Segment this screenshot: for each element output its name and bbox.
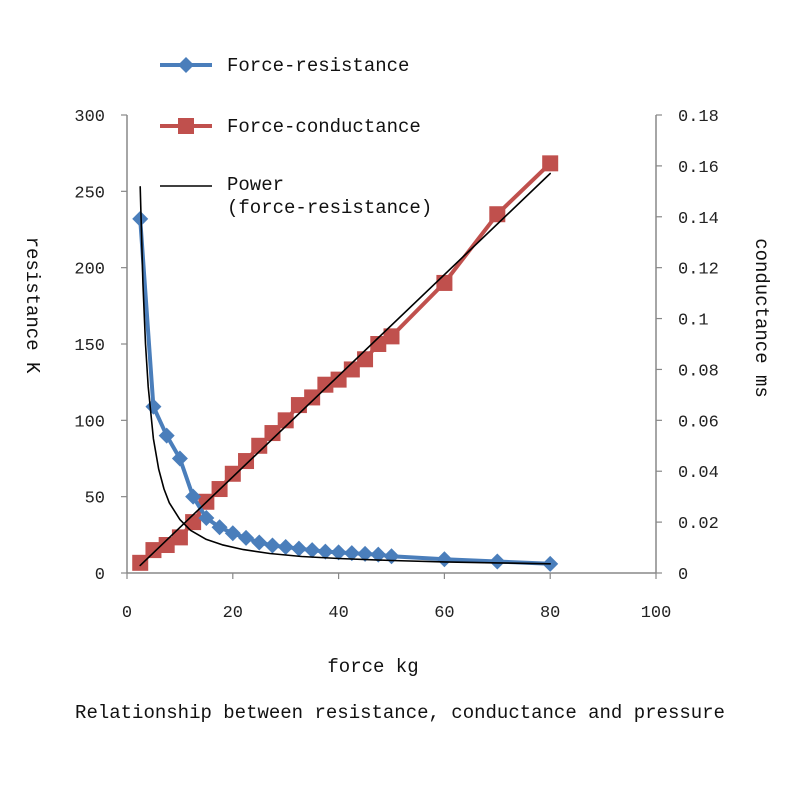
legend-label-force-conductance: Force-conductance [227, 116, 421, 138]
data-point-force-resistance [357, 545, 374, 562]
data-point-force-resistance [185, 488, 202, 505]
x-tick-label: 40 [328, 604, 348, 623]
x-tick-label: 20 [223, 604, 243, 623]
data-point-force-resistance [304, 542, 321, 559]
data-point-force-conductance [489, 206, 506, 223]
data-point-force-resistance [211, 519, 228, 536]
y-left-tick-label: 50 [85, 490, 105, 509]
data-point-force-resistance [251, 534, 268, 551]
data-point-force-resistance [224, 525, 241, 542]
plot-area [132, 155, 559, 572]
data-point-force-conductance [383, 328, 400, 345]
data-point-force-conductance [542, 155, 559, 172]
legend-label-force-resistance: Force-resistance [227, 55, 409, 77]
y-right-tick-label: 0.1 [678, 312, 709, 331]
y-left-tick-label: 0 [95, 566, 105, 585]
y-left-tick-label: 300 [74, 108, 105, 127]
data-point-force-resistance [158, 427, 175, 444]
data-point-force-conductance [357, 351, 374, 368]
data-point-force-conductance [171, 529, 188, 546]
data-point-force-resistance [238, 529, 255, 546]
data-point-force-conductance [370, 336, 387, 352]
y-right-tick-label: 0.04 [678, 464, 719, 483]
y-right-tick-label: 0.16 [678, 159, 719, 178]
data-point-force-resistance [290, 540, 307, 557]
legend-diamond-marker [178, 57, 194, 73]
legend-square-marker [178, 118, 194, 134]
data-point-force-conductance [238, 453, 255, 470]
series-line-force-resistance [138, 216, 553, 566]
y-left-tick-label: 250 [74, 184, 105, 203]
ticks: 0 20 40 60 80 100 0 50 100 150 200 250 300 0 0.02 0.04 0… [74, 108, 718, 623]
chart-caption: Relationship between resistance, conduct… [75, 702, 725, 724]
x-tick-label: 100 [641, 604, 672, 623]
data-point-force-conductance [343, 361, 360, 378]
data-point-force-conductance [436, 274, 453, 291]
series-line-linear-force-conductance [139, 172, 551, 567]
y-right-tick-label: 0.14 [678, 210, 719, 229]
y-axis-left-title: resistance K [21, 237, 43, 374]
data-point-force-conductance [145, 542, 162, 559]
data-point-force-conductance [330, 371, 347, 388]
y-right-tick-label: 0.08 [678, 362, 719, 381]
data-point-force-conductance [158, 537, 175, 554]
legend-item-power: Power (force-resistance) [160, 174, 432, 219]
y-right-tick-label: 0.12 [678, 261, 719, 280]
legend-item-force-conductance: Force-conductance [160, 116, 421, 138]
data-point-force-resistance [277, 539, 294, 556]
data-point-force-resistance [171, 450, 188, 467]
y-axis-right-title: conductance ms [750, 238, 772, 398]
data-point-force-resistance [198, 510, 215, 527]
legend-label-power-line1: Power [227, 174, 284, 196]
legend: Force-resistance Force-conductance Power… [160, 55, 432, 219]
y-right-tick-label: 0 [678, 566, 688, 585]
data-point-force-conductance [224, 465, 241, 482]
x-axis-title: force kg [327, 656, 418, 678]
y-left-tick-label: 100 [74, 413, 105, 432]
data-point-force-resistance [264, 537, 281, 554]
y-right-tick-label: 0.18 [678, 108, 719, 127]
x-tick-label: 60 [434, 604, 454, 623]
data-point-force-resistance [489, 553, 506, 570]
legend-item-force-resistance: Force-resistance [160, 55, 409, 77]
data-point-force-resistance [370, 546, 387, 563]
data-point-force-resistance [317, 543, 334, 560]
x-tick-label: 80 [540, 604, 560, 623]
y-left-tick-label: 200 [74, 261, 105, 280]
data-point-force-resistance [436, 551, 453, 568]
legend-label-power-line2: (force-resistance) [227, 197, 432, 219]
data-point-force-conductance [264, 425, 281, 442]
data-point-force-resistance [330, 544, 347, 561]
data-point-force-conductance [277, 412, 294, 429]
data-point-force-resistance [132, 210, 149, 227]
y-right-tick-label: 0.02 [678, 515, 719, 534]
data-point-force-conductance [304, 389, 321, 406]
data-point-force-resistance [145, 398, 162, 415]
data-point-force-conductance [317, 376, 334, 393]
y-left-tick-label: 150 [74, 337, 105, 356]
series-line-power-force-resistance [139, 186, 551, 565]
data-point-force-conductance [132, 554, 149, 571]
y-right-tick-label: 0.06 [678, 413, 719, 432]
data-point-force-conductance [251, 437, 268, 454]
x-tick-label: 0 [122, 604, 132, 623]
data-point-force-resistance [343, 545, 360, 562]
data-point-force-resistance [383, 548, 400, 565]
